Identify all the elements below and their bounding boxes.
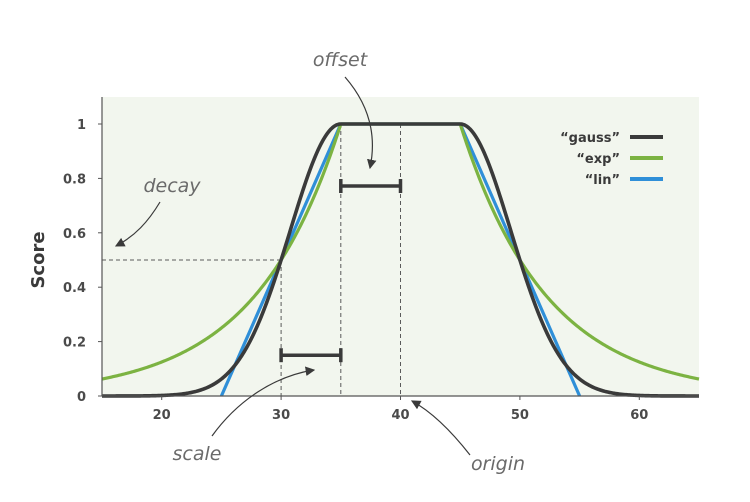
y-tick-label: 0.8: [63, 172, 86, 187]
legend-label: “lin”: [585, 173, 620, 188]
y-tick-label: 0.2: [63, 336, 86, 351]
x-tick-label: 60: [630, 408, 648, 423]
offset-annotation: offset: [313, 49, 369, 71]
legend: “gauss” “exp” “lin”: [560, 131, 663, 188]
legend-label: “gauss”: [560, 131, 620, 146]
y-axis-label: Score: [28, 231, 49, 288]
series-layer: [101, 122, 700, 398]
x-tick-label: 50: [511, 408, 529, 423]
x-tick-label: 30: [272, 408, 290, 423]
offset-bracket: [339, 179, 403, 194]
origin-arrow: [410, 400, 471, 456]
y-tick-label: 0: [77, 390, 86, 405]
y-tick-label: 0.4: [63, 281, 86, 296]
x-tick-label: 20: [153, 408, 171, 423]
scale-arrow: [211, 366, 316, 437]
y-tick-label: 0.6: [63, 227, 86, 242]
scale-bracket: [279, 348, 343, 363]
decay-annotation: decay: [143, 175, 201, 197]
legend-label: “exp”: [576, 152, 620, 167]
series-line: [101, 122, 700, 398]
offset-arrow: [344, 76, 377, 170]
decay-arrow: [114, 201, 161, 247]
scale-annotation: scale: [173, 443, 222, 465]
x-tick-label: 40: [391, 408, 409, 423]
annotation-guides: [102, 124, 403, 396]
y-tick-label: 1: [77, 118, 86, 133]
axis-layer: 20 30 40 50 60 0 0.2 0.4 0.6 0.8 1: [63, 97, 699, 423]
origin-annotation: origin: [471, 453, 525, 475]
